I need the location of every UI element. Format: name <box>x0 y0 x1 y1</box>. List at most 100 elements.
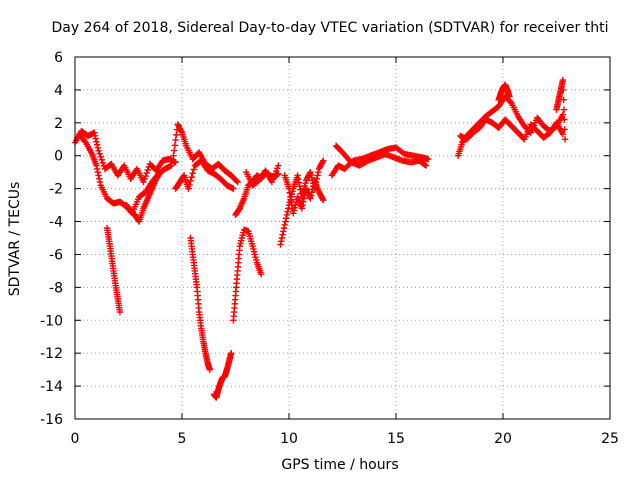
data-point <box>421 161 429 168</box>
data-point <box>96 175 103 182</box>
data-point <box>170 152 177 159</box>
data-point <box>96 178 104 186</box>
data-point <box>280 228 287 235</box>
y-tick-label: 2 <box>54 116 63 132</box>
data-point <box>507 98 514 106</box>
data-point <box>95 172 102 179</box>
data-point <box>144 166 151 174</box>
data-point <box>140 178 147 186</box>
data-point <box>277 241 284 248</box>
data-point <box>560 96 567 103</box>
data-point <box>81 137 88 145</box>
data-point <box>300 198 307 205</box>
data-point <box>560 86 567 94</box>
data-point <box>92 135 99 142</box>
data-point <box>257 271 265 278</box>
data-point <box>561 126 568 133</box>
data-point <box>180 173 187 180</box>
data-point <box>98 156 105 164</box>
data-point <box>308 189 316 196</box>
x-tick-label: 25 <box>601 431 619 447</box>
data-point <box>422 162 430 169</box>
data-point <box>143 169 150 177</box>
data-points <box>71 76 569 401</box>
data-point <box>309 186 316 193</box>
y-tick-label: -14 <box>40 379 63 395</box>
chart-title: Day 264 of 2018, Sidereal Day-to-day VTE… <box>52 20 609 36</box>
y-tick-label: -16 <box>40 412 63 428</box>
grid <box>75 57 610 419</box>
x-tick-label: 0 <box>71 431 80 447</box>
data-point <box>190 166 197 173</box>
y-axis-ticks: -16 -14 -12 -10 -8 -6 -4 -2 0 2 4 6 <box>40 50 610 428</box>
y-tick-label: -4 <box>49 215 63 231</box>
x-tick-label: 20 <box>494 431 512 447</box>
x-tick-label: 5 <box>178 431 187 447</box>
data-point <box>94 168 102 176</box>
data-point <box>275 162 282 169</box>
data-point <box>561 116 568 123</box>
data-point <box>285 185 293 192</box>
y-tick-label: -2 <box>49 182 63 198</box>
data-point <box>560 106 568 113</box>
data-point <box>168 162 175 169</box>
data-point <box>173 131 180 139</box>
data-point <box>320 157 327 164</box>
data-point <box>283 211 291 219</box>
data-point <box>96 150 103 158</box>
data-point <box>94 144 102 151</box>
data-point <box>282 218 289 225</box>
data-point <box>314 172 321 179</box>
data-point <box>157 168 164 176</box>
data-point <box>99 159 107 167</box>
data-point <box>559 131 567 138</box>
data-point <box>300 195 308 202</box>
data-point <box>424 155 432 163</box>
data-point <box>171 142 179 149</box>
data-point <box>320 196 327 204</box>
data-point <box>506 93 513 100</box>
data-point <box>278 234 286 242</box>
data-point <box>234 178 241 186</box>
data-point <box>185 185 192 192</box>
y-axis-label: SDTVAR / TECUs <box>7 182 23 297</box>
data-point <box>135 217 142 224</box>
data-point <box>559 76 567 84</box>
data-point <box>228 349 235 357</box>
data-point <box>189 170 196 177</box>
x-tick-label: 10 <box>280 431 298 447</box>
x-axis-label: GPS time / hours <box>281 457 398 473</box>
data-point <box>559 111 567 118</box>
data-point <box>188 173 195 181</box>
data-point <box>319 195 326 202</box>
data-point <box>187 177 194 185</box>
data-point <box>93 162 100 169</box>
data-point <box>156 170 164 177</box>
data-point <box>295 179 303 186</box>
data-point <box>93 165 101 173</box>
data-point <box>299 201 306 209</box>
plot-frame <box>74 56 611 420</box>
y-tick-label: -6 <box>49 247 63 263</box>
data-point <box>91 129 98 136</box>
data-point <box>95 147 102 154</box>
data-point <box>170 147 178 154</box>
data-point <box>285 205 292 212</box>
data-point <box>172 136 179 144</box>
data-point <box>284 208 291 215</box>
data-point <box>206 366 214 373</box>
data-point <box>295 175 302 183</box>
data-point <box>399 149 407 157</box>
data-point <box>561 136 569 143</box>
data-point <box>172 159 179 166</box>
data-point <box>178 128 185 135</box>
y-tick-label: 4 <box>54 83 63 99</box>
y-tick-label: -8 <box>49 280 63 296</box>
y-tick-label: 6 <box>54 50 63 66</box>
data-point <box>319 158 326 166</box>
data-point <box>233 177 240 185</box>
data-point <box>287 193 294 201</box>
data-point <box>142 172 149 180</box>
x-axis-ticks: 0 5 10 15 20 25 <box>71 57 619 447</box>
